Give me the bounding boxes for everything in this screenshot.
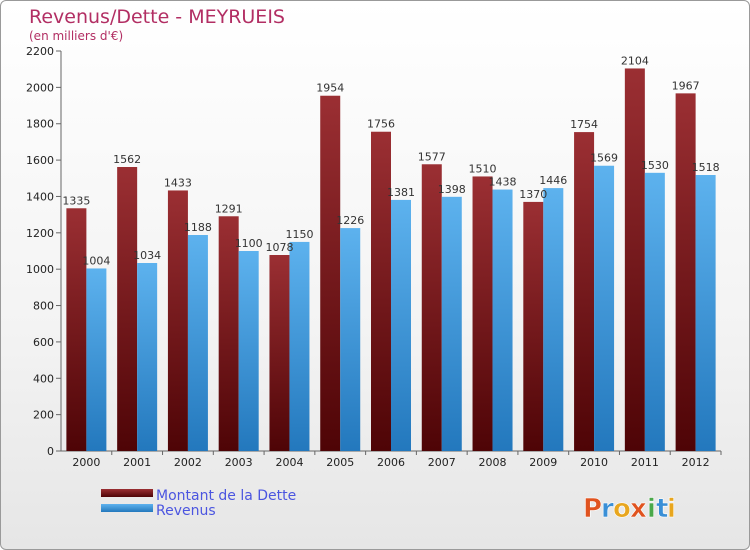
- logo-letter: r: [601, 494, 614, 524]
- bar-debt-2011: [624, 68, 645, 452]
- data-label-debt-2005: 1954: [316, 82, 344, 95]
- x-tick-label: 2010: [580, 456, 608, 469]
- bar-revenue-2003: [238, 251, 259, 451]
- y-tick-label: 400: [33, 372, 54, 385]
- y-tick-label: 1600: [26, 154, 54, 167]
- x-tick-label: 2008: [479, 456, 507, 469]
- data-label-revenue-2000: 1004: [82, 254, 110, 267]
- bar-revenue-2005: [340, 228, 361, 451]
- data-label-debt-2002: 1433: [164, 176, 192, 189]
- bar-debt-2002: [167, 190, 188, 452]
- data-label-debt-2001: 1562: [113, 153, 141, 166]
- bar-revenue-2007: [441, 196, 462, 451]
- data-label-revenue-2008: 1438: [489, 176, 517, 189]
- data-label-debt-2009: 1370: [519, 188, 547, 201]
- x-tick-label: 2009: [529, 456, 557, 469]
- legend-swatch-revenue: [101, 504, 153, 512]
- legend-label-debt: Montant de la Dette: [156, 488, 296, 504]
- bar-revenue-2006: [391, 199, 411, 451]
- bar-revenue-2012: [695, 175, 716, 451]
- bar-revenue-2009: [543, 188, 564, 451]
- y-tick-label: 1000: [26, 263, 54, 276]
- y-tick-label: 0: [47, 445, 54, 458]
- legend-label-revenue: Revenus: [156, 503, 216, 519]
- bar-revenue-2004: [289, 241, 310, 451]
- data-label-debt-2008: 1510: [469, 162, 497, 175]
- data-label-revenue-2003: 1100: [235, 237, 263, 250]
- data-label-debt-2012: 1967: [672, 79, 700, 92]
- x-tick-label: 2005: [326, 456, 354, 469]
- bar-revenue-2000: [86, 268, 107, 451]
- x-tick-label: 2001: [123, 456, 151, 469]
- x-tick-label: 2012: [682, 456, 710, 469]
- y-tick-label: 1800: [26, 118, 54, 131]
- y-tick-label: 600: [33, 336, 54, 349]
- y-tick-label: 2200: [26, 45, 54, 58]
- legend: Montant de la Dette Revenus: [101, 488, 296, 519]
- x-tick-label: 2011: [631, 456, 659, 469]
- data-label-revenue-2009: 1446: [539, 174, 567, 187]
- bar-debt-2012: [675, 93, 696, 451]
- x-tick-label: 2000: [72, 456, 100, 469]
- bar-debt-2008: [472, 176, 493, 452]
- data-label-revenue-2012: 1518: [692, 161, 720, 174]
- x-tick-label: 2007: [428, 456, 456, 469]
- y-tick-label: 2000: [26, 81, 54, 94]
- bar-debt-2009: [523, 201, 544, 451]
- logo-letter: i: [667, 494, 676, 524]
- data-label-revenue-2005: 1226: [336, 214, 364, 227]
- bar-debt-2005: [320, 95, 341, 452]
- bar-debt-2001: [117, 167, 138, 451]
- bar-debt-2004: [269, 255, 290, 451]
- data-label-revenue-2002: 1188: [184, 221, 212, 234]
- logo-letter: i: [647, 494, 656, 524]
- proxiti-logo: Pr o x i ti: [583, 494, 677, 525]
- data-label-revenue-2004: 1150: [285, 228, 313, 241]
- chart-subtitle: (en milliers d'€): [29, 29, 123, 43]
- y-tick-label: 800: [33, 300, 54, 313]
- data-label-revenue-2010: 1569: [590, 152, 618, 165]
- data-label-debt-2007: 1577: [418, 150, 446, 163]
- y-tick-label: 1200: [26, 227, 54, 240]
- data-label-revenue-2011: 1530: [641, 159, 669, 172]
- data-label-debt-2004: 1078: [265, 241, 293, 254]
- bar-debt-2010: [574, 132, 595, 451]
- y-tick-label: 200: [33, 409, 54, 422]
- axes: 0 200 400 600 800 1000 1200 1400 1600 1800 2000 220…: [26, 45, 722, 469]
- data-label-revenue-2007: 1398: [438, 183, 466, 196]
- x-tick-label: 2004: [275, 456, 303, 469]
- x-tick-label: 2003: [225, 456, 253, 469]
- bar-debt-2000: [66, 208, 87, 451]
- bar-debt-2003: [218, 216, 239, 451]
- logo-letter: x: [630, 494, 647, 524]
- bar-revenue-2002: [187, 235, 208, 451]
- data-label-debt-2003: 1291: [215, 202, 243, 215]
- data-label-debt-2010: 1754: [570, 118, 598, 131]
- x-tick-label: 2006: [377, 456, 405, 469]
- data-label-debt-2006: 1756: [367, 118, 395, 131]
- bars: [66, 68, 716, 452]
- data-label-debt-2000: 1335: [62, 194, 90, 207]
- logo-letter: o: [613, 494, 631, 524]
- legend-swatch-debt: [101, 489, 153, 497]
- data-label-revenue-2006: 1381: [387, 186, 415, 199]
- logo-letter: t: [656, 494, 668, 524]
- bar-revenue-2010: [594, 165, 615, 451]
- logo-letter: P: [583, 494, 602, 524]
- y-tick-label: 1400: [26, 190, 54, 203]
- bar-revenue-2008: [492, 189, 513, 451]
- bar-debt-2006: [371, 131, 391, 451]
- bar-revenue-2001: [137, 263, 158, 451]
- data-label-revenue-2001: 1034: [133, 249, 161, 262]
- data-label-debt-2011: 2104: [621, 54, 649, 67]
- chart-title: Revenus/Dette - MEYRUEIS: [29, 6, 285, 28]
- bar-revenue-2011: [644, 172, 665, 451]
- x-tick-label: 2002: [174, 456, 202, 469]
- bar-debt-2007: [421, 164, 442, 452]
